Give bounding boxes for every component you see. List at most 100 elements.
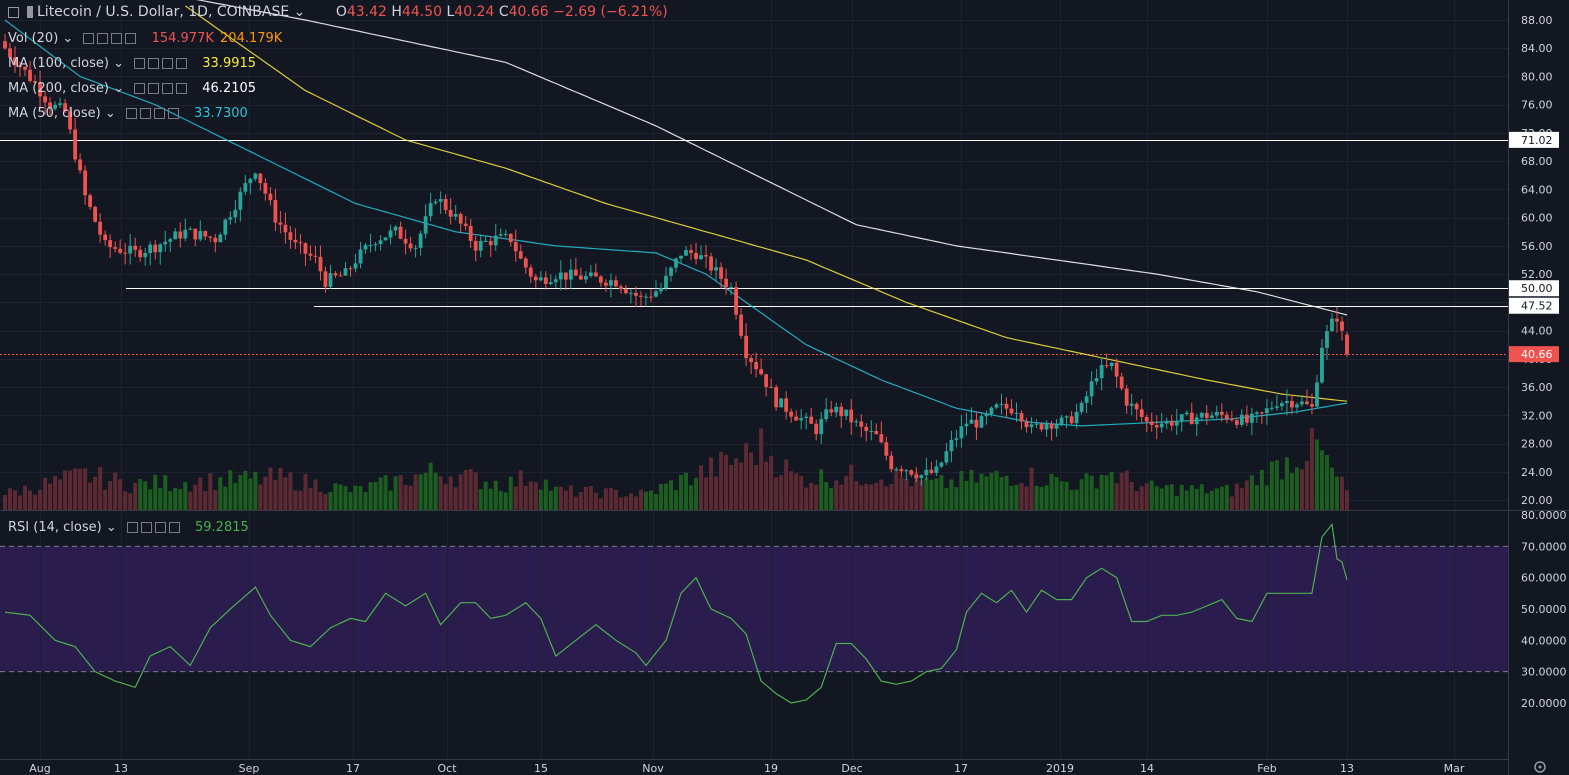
candle-body — [228, 217, 233, 220]
candle-body — [974, 419, 979, 428]
volume-bar — [1344, 490, 1350, 510]
volume-bar — [388, 490, 393, 510]
eye-icon — [125, 108, 137, 119]
candle-body — [78, 159, 83, 171]
candle-body — [609, 280, 613, 286]
chevron-down-icon[interactable]: ⌄ — [108, 56, 124, 71]
candle-body — [629, 292, 633, 294]
candle-body — [538, 277, 543, 281]
collapse-icon[interactable] — [8, 6, 19, 18]
volume-bar — [318, 491, 323, 510]
volume-legend[interactable]: Vol (20) ⌄ 154.977K 204.179K — [0, 31, 282, 46]
rsi-line — [4, 522, 1348, 704]
volume-bar — [769, 456, 774, 510]
time-axis[interactable]: Aug 13 Sep 17 Oct 15 Nov 19 Dec 17 2019 14 Feb 13 Mar — [29, 762, 1465, 775]
candle-body — [338, 275, 343, 277]
volume-bar — [563, 490, 568, 510]
candle-body — [1099, 365, 1104, 379]
ma50-legend[interactable]: MA (50, close) ⌄ 33.7300 — [0, 106, 248, 121]
volume-bar — [328, 492, 333, 510]
volume-bar — [739, 462, 744, 510]
indicator-buttons[interactable] — [134, 56, 190, 71]
volume-bar — [974, 482, 979, 510]
indicator-label[interactable]: MA (100, close) — [8, 56, 109, 71]
chevron-down-icon[interactable]: ⌄ — [101, 520, 117, 535]
candle-body — [558, 272, 563, 280]
time-tick-label: Mar — [1444, 762, 1465, 775]
volume-bar — [38, 489, 43, 510]
candle-body — [63, 103, 67, 112]
candle-body — [1214, 411, 1219, 416]
volume-bar — [143, 481, 148, 510]
indicator-buttons[interactable] — [126, 520, 183, 535]
dropdown-chevron-icon[interactable]: ⌄ — [289, 4, 306, 20]
candle-body — [644, 296, 648, 298]
volume-bar — [894, 469, 899, 510]
indicator-buttons[interactable] — [125, 106, 182, 121]
volume-bar — [53, 475, 58, 510]
rsi-legend[interactable]: RSI (14, close) ⌄ 59.2815 — [0, 520, 249, 535]
volume-bar — [598, 498, 603, 510]
volume-bar — [934, 478, 939, 510]
volume-bar — [653, 493, 658, 510]
indicator-label[interactable]: MA (200, close) — [8, 81, 109, 96]
volume-bar — [684, 472, 689, 510]
ma100-legend[interactable]: MA (100, close) ⌄ 33.9915 — [0, 56, 256, 71]
indicator-buttons[interactable] — [134, 81, 190, 96]
candle-body — [1089, 381, 1094, 397]
volume-bar — [273, 479, 278, 510]
candlesticks — [3, 34, 1349, 486]
candle-body — [1119, 376, 1124, 389]
price-tag — [1509, 346, 1559, 363]
indicator-label[interactable]: Vol (20) — [8, 31, 59, 46]
indicator-buttons[interactable] — [83, 31, 139, 46]
candle-body — [43, 96, 47, 103]
candle-body — [1189, 412, 1194, 425]
price-tick-label: 32.00 — [1521, 409, 1553, 422]
volume-bar — [373, 482, 378, 510]
chevron-down-icon[interactable]: ⌄ — [108, 81, 124, 96]
candle-body — [13, 57, 17, 66]
volume-bar — [208, 473, 213, 510]
settings-gear-icon[interactable] — [1534, 761, 1546, 773]
rsi-axis[interactable]: 80.0000 70.0000 60.0000 50.0000 40.0000 30.00… — [1521, 509, 1567, 710]
candle-body — [894, 469, 899, 471]
chevron-down-icon[interactable]: ⌄ — [58, 31, 74, 46]
symbol-title[interactable]: Litecoin / U.S. Dollar, 1D, COINBASE — [37, 4, 290, 20]
candle-body — [1144, 416, 1149, 422]
rsi-tick-label: 30.0000 — [1521, 666, 1567, 679]
volume-value: 154.977K — [151, 31, 214, 46]
candle-body — [1104, 365, 1109, 367]
volume-bar — [1269, 461, 1274, 510]
volume-bar — [989, 472, 994, 510]
price-tick-label: 68.00 — [1521, 155, 1553, 168]
close-icon — [168, 522, 180, 533]
candle-body — [1295, 404, 1299, 408]
volume-bar — [168, 491, 173, 510]
candle-body — [869, 430, 874, 432]
volume-bar — [1124, 470, 1129, 510]
candle-body — [1034, 423, 1039, 425]
price-tag-label: 47.52 — [1521, 300, 1553, 313]
volume-bar — [1019, 482, 1024, 510]
candle-body — [619, 286, 623, 290]
horizontal-lines[interactable] — [0, 140, 1508, 355]
indicator-label[interactable]: MA (50, close) — [8, 106, 101, 121]
candle-body — [548, 282, 553, 284]
ma200-legend[interactable]: MA (200, close) ⌄ 46.2105 — [0, 81, 256, 96]
candle-body — [1094, 378, 1099, 382]
volume-bar — [453, 487, 458, 510]
volume-bar — [1044, 485, 1049, 510]
gear-icon — [97, 33, 109, 44]
volume-bar — [628, 493, 633, 510]
candle-body — [1234, 420, 1239, 425]
indicator-label[interactable]: RSI (14, close) — [8, 520, 102, 535]
candle-body — [168, 239, 173, 242]
candle-body — [949, 439, 954, 452]
chevron-down-icon[interactable]: ⌄ — [100, 106, 116, 121]
volume-bar — [293, 490, 298, 510]
candle-body — [553, 279, 558, 283]
candle-body — [103, 234, 108, 241]
volume-bar — [513, 486, 518, 510]
